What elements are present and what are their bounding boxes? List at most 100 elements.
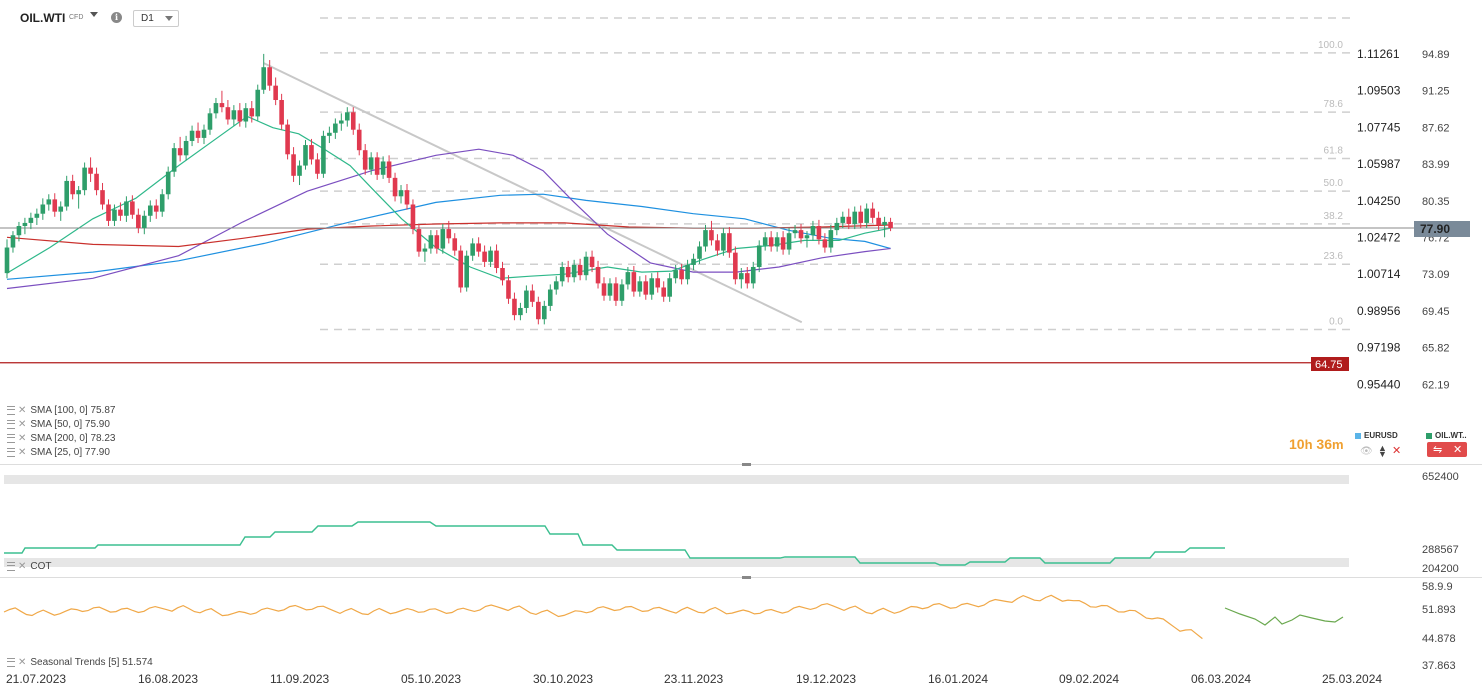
close-icon[interactable]: ✕	[18, 433, 27, 444]
fib-level-label: 61.8	[1324, 146, 1344, 157]
candle-body	[446, 229, 452, 239]
pane-separator[interactable]	[0, 577, 1482, 578]
instrument-name: EURUSD	[1364, 431, 1398, 440]
settings-lines-icon[interactable]	[7, 419, 15, 429]
price-tags: 77.90 64.75	[1311, 221, 1470, 371]
candle-body	[297, 165, 302, 176]
date-axis-label: 19.12.2023	[796, 672, 856, 686]
settings-lines-icon[interactable]	[7, 561, 15, 571]
current-price-value: 77.90	[1420, 222, 1450, 236]
cot-legend[interactable]: ✕ COT	[7, 561, 52, 572]
cot-label: COT	[30, 561, 52, 572]
settings-lines-icon[interactable]	[7, 433, 15, 443]
price-axis-label: 65.82	[1422, 343, 1450, 355]
settings-lines-icon[interactable]	[7, 405, 15, 415]
indicator-legend-sma25[interactable]: ✕ SMA [25, 0] 77.90	[7, 447, 110, 458]
date-axis-label: 09.02.2024	[1059, 672, 1119, 686]
candle-body	[530, 290, 535, 302]
candle-body	[243, 108, 249, 122]
pane-resize-handle[interactable]	[742, 463, 751, 466]
secondary-axis-label: 1.02472	[1357, 231, 1401, 245]
cot-axis-label: 288567	[1422, 544, 1459, 556]
candle-body	[309, 145, 314, 160]
candle-body	[22, 222, 28, 227]
info-icon[interactable]: i	[111, 12, 122, 23]
candle-body	[470, 243, 475, 256]
seasonal-axis-label: 58.9.9	[1422, 581, 1453, 593]
price-axis-label: 62.19	[1422, 379, 1450, 391]
candle-body	[637, 281, 643, 292]
instrument-eurusd[interactable]: EURUSD	[1355, 431, 1398, 440]
trendline[interactable]	[263, 62, 803, 324]
candle-body	[697, 246, 702, 259]
candle-body	[619, 284, 625, 301]
symbol-dropdown-icon[interactable]	[90, 12, 98, 17]
fib-level-label: 23.6	[1324, 251, 1344, 262]
sort-arrows-icon[interactable]: ▲ ▼	[1378, 443, 1387, 459]
candle-body	[703, 230, 708, 247]
candle-body	[195, 130, 201, 138]
pane-resize-handle[interactable]	[742, 576, 751, 579]
candle-body	[231, 110, 237, 120]
close-icon[interactable]: ✕	[18, 419, 27, 430]
candle-body	[524, 290, 529, 308]
candle-body	[613, 283, 619, 301]
fibonacci-retracement[interactable]: 100.0 78.6 61.8 50.0 38.2 23.6 0.0	[320, 17, 1350, 331]
indicator-legend-sma100[interactable]: ✕ SMA [100, 0] 75.87	[7, 405, 115, 416]
close-icon[interactable]: ✕	[18, 657, 27, 668]
candle-body	[774, 237, 780, 247]
candle-body	[464, 255, 469, 288]
seasonal-forecast-line	[1224, 607, 1344, 626]
close-icon[interactable]: ✕	[18, 447, 27, 458]
instrument-controls[interactable]: ⇋ ✕	[1427, 442, 1467, 457]
candle-body	[147, 205, 153, 216]
candle-body	[40, 204, 46, 214]
price-axis-label: 91.25	[1422, 86, 1450, 98]
candle-body	[344, 112, 350, 121]
candle-body	[428, 235, 434, 249]
candle-body	[589, 256, 595, 267]
candle-body	[410, 204, 416, 230]
indicator-params: [200, 0]	[54, 433, 88, 444]
cot-bottom-band	[4, 558, 1349, 567]
candle-body	[267, 67, 272, 86]
seasonal-legend[interactable]: ✕ Seasonal Trends [5] 51.574	[7, 657, 153, 668]
candle-body	[183, 140, 189, 156]
candle-body	[4, 247, 10, 274]
date-axis: 21.07.2023 16.08.2023 11.09.2023 05.10.2023…	[6, 672, 1382, 686]
timeframe-select[interactable]: D1	[133, 10, 179, 27]
indicator-legend-sma50[interactable]: ✕ SMA [50, 0] 75.90	[7, 419, 110, 430]
candle-body	[750, 266, 756, 284]
candle-body	[518, 307, 523, 316]
eye-icon[interactable]: 👁	[1360, 446, 1373, 457]
instrument-oilwti[interactable]: OIL.WT..	[1426, 431, 1467, 440]
secondary-axis-label: 0.95440	[1357, 377, 1401, 391]
countdown-minutes-unit: m	[1332, 437, 1344, 452]
candle-body	[356, 129, 362, 151]
candle-body	[237, 110, 243, 122]
secondary-axis-label: 1.09503	[1357, 84, 1401, 98]
indicator-params: [50, 0]	[54, 419, 83, 430]
price-axis-label: 80.35	[1422, 196, 1450, 208]
close-icon[interactable]: ✕	[1392, 445, 1402, 457]
candle-body	[559, 266, 565, 282]
candle-body	[171, 148, 177, 172]
settings-lines-icon[interactable]	[7, 657, 15, 667]
candle-body	[165, 171, 171, 195]
close-icon[interactable]: ✕	[18, 405, 27, 416]
close-icon[interactable]: ✕	[1453, 444, 1463, 456]
arrows-horizontal-icon[interactable]: ⇋	[1433, 444, 1443, 456]
settings-lines-icon[interactable]	[7, 447, 15, 457]
indicator-value: 77.90	[84, 447, 110, 458]
indicator-legend-sma200[interactable]: ✕ SMA [200, 0] 78.23	[7, 433, 115, 444]
candle-body	[816, 226, 822, 240]
symbol-name[interactable]: OIL.WTI	[20, 11, 66, 25]
cot-line	[4, 521, 1225, 566]
candle-body	[434, 235, 440, 249]
candle-body	[536, 301, 541, 320]
pane-separator[interactable]	[0, 464, 1482, 465]
sma-line	[6, 148, 891, 290]
candle-body	[273, 85, 278, 100]
close-icon[interactable]: ✕	[18, 561, 27, 572]
